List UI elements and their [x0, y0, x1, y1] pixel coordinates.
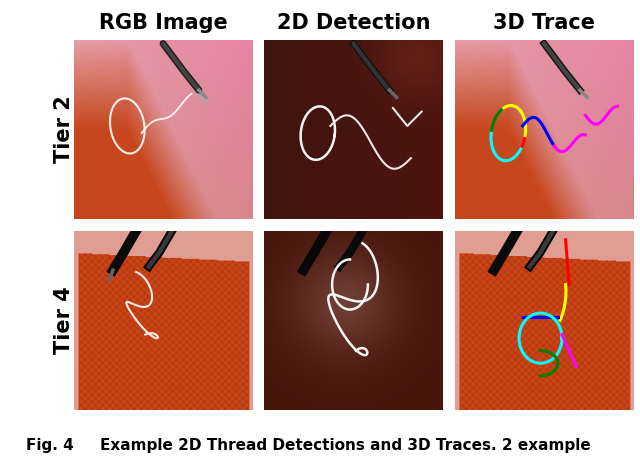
- Text: Fig. 4     Example 2D Thread Detections and 3D Traces. 2 example: Fig. 4 Example 2D Thread Detections and …: [26, 438, 590, 453]
- Text: 2D Detection: 2D Detection: [277, 13, 430, 33]
- Text: 3D Trace: 3D Trace: [493, 13, 595, 33]
- Text: RGB Image: RGB Image: [99, 13, 227, 33]
- Text: Tier 4: Tier 4: [54, 286, 74, 354]
- Text: Tier 2: Tier 2: [54, 96, 74, 163]
